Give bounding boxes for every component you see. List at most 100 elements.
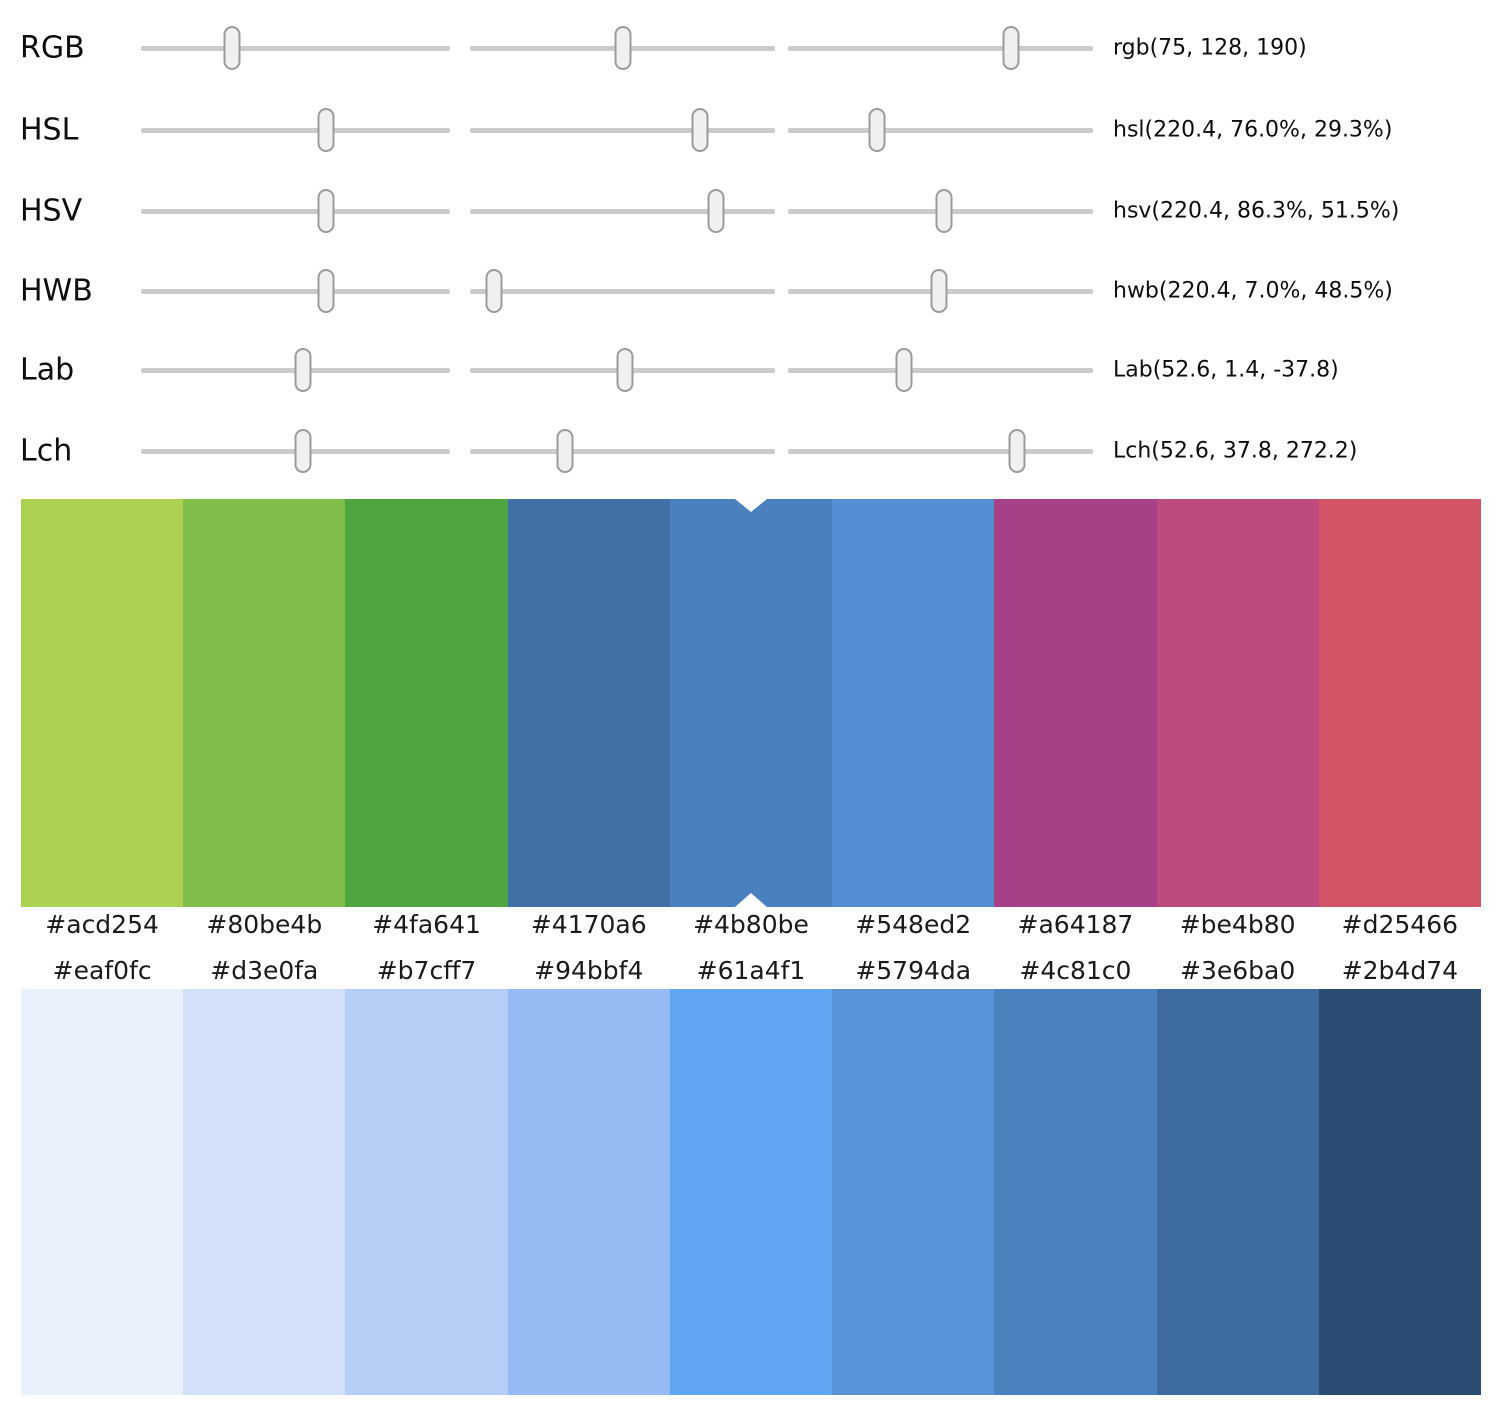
slider-knob[interactable] <box>616 348 634 392</box>
swatch-hex-label: #61a4f1 <box>696 956 806 985</box>
slider-track-line <box>788 127 1093 133</box>
palette-swatch[interactable] <box>507 989 670 1395</box>
palette-swatch[interactable] <box>1156 499 1319 907</box>
slider-track[interactable] <box>470 251 775 331</box>
palette-swatch-selected[interactable] <box>669 499 833 907</box>
slider-row-rgb: RGB rgb(75, 128, 190) <box>0 8 1501 88</box>
swatch-hex-label: #d3e0fa <box>210 956 319 985</box>
color-value-text: hwb(220.4, 7.0%, 48.5%) <box>1113 278 1393 304</box>
slider-track[interactable] <box>141 90 450 170</box>
slider-track[interactable] <box>788 251 1093 331</box>
swatch-hex-label: #80be4b <box>206 910 323 939</box>
palette-row-top <box>21 499 1481 907</box>
slider-track-line <box>788 448 1093 454</box>
palette-swatch[interactable] <box>21 989 184 1395</box>
slider-track-line <box>470 127 775 133</box>
slider-knob[interactable] <box>556 429 574 473</box>
swatch-hex-label: #2b4d74 <box>1341 956 1459 985</box>
palette-row-bottom <box>21 989 1481 1395</box>
slider-knob[interactable] <box>895 348 913 392</box>
slider-track[interactable] <box>470 8 775 88</box>
slider-track[interactable] <box>470 90 775 170</box>
slider-knob[interactable] <box>223 26 241 70</box>
palette-swatch[interactable] <box>1156 989 1319 1395</box>
palette-swatch[interactable] <box>832 989 995 1395</box>
palette-swatch[interactable] <box>832 499 995 907</box>
palette-swatch[interactable] <box>1318 499 1481 907</box>
palette-swatch[interactable] <box>183 499 346 907</box>
slider-row-hsl: HSL hsl(220.4, 76.0%, 29.3%) <box>0 90 1501 170</box>
slider-knob[interactable] <box>317 108 335 152</box>
slider-knob[interactable] <box>868 108 886 152</box>
slider-track[interactable] <box>788 90 1093 170</box>
slider-knob[interactable] <box>317 189 335 233</box>
slider-track-line <box>470 208 775 214</box>
swatch-hex-label: #a64187 <box>1017 910 1134 939</box>
slider-row-label: Lab <box>20 352 75 388</box>
slider-track-line <box>788 45 1093 51</box>
swatch-hex-label: #94bbf4 <box>534 956 644 985</box>
color-value-text: hsv(220.4, 86.3%, 51.5%) <box>1113 198 1400 224</box>
palette-swatch[interactable] <box>994 989 1157 1395</box>
slider-row-label: HWB <box>20 273 93 309</box>
swatch-hex-label: #b7cff7 <box>376 956 477 985</box>
slider-knob[interactable] <box>707 189 725 233</box>
slider-track-line <box>470 288 775 294</box>
slider-row-lab: Lab Lab(52.6, 1.4, -37.8) <box>0 330 1501 410</box>
swatch-hex-label: #4b80be <box>693 910 809 939</box>
slider-track[interactable] <box>788 411 1093 491</box>
slider-knob[interactable] <box>691 108 709 152</box>
slider-row-label: HSV <box>20 193 83 229</box>
slider-track[interactable] <box>141 8 450 88</box>
slider-track[interactable] <box>788 8 1093 88</box>
slider-track[interactable] <box>141 411 450 491</box>
palette-swatch[interactable] <box>994 499 1157 907</box>
slider-knob[interactable] <box>485 269 503 313</box>
swatch-hex-label: #548ed2 <box>855 910 972 939</box>
swatch-hex-label: #eaf0fc <box>52 956 152 985</box>
swatch-hex-label: #4170a6 <box>530 910 647 939</box>
slider-knob[interactable] <box>294 429 312 473</box>
slider-track[interactable] <box>470 411 775 491</box>
palette-swatch[interactable] <box>345 989 508 1395</box>
slider-track[interactable] <box>788 330 1093 410</box>
slider-track-line <box>141 127 450 133</box>
slider-row-label: RGB <box>20 30 85 66</box>
slider-knob[interactable] <box>930 269 948 313</box>
palette-swatch[interactable] <box>1318 989 1481 1395</box>
slider-track-line <box>788 367 1093 373</box>
palette-swatch[interactable] <box>669 989 833 1395</box>
slider-row-hsv: HSV hsv(220.4, 86.3%, 51.5%) <box>0 171 1501 251</box>
hex-labels-bottom-row: #eaf0fc #d3e0fa #b7cff7 #94bbf4 #61a4f1 … <box>21 954 1481 988</box>
slider-track[interactable] <box>788 171 1093 251</box>
slider-track[interactable] <box>470 330 775 410</box>
selection-notch-top-icon <box>734 499 767 512</box>
slider-knob[interactable] <box>614 26 631 70</box>
slider-track-line <box>141 45 450 51</box>
slider-knob[interactable] <box>1002 26 1020 70</box>
slider-row-label: Lch <box>20 433 73 469</box>
color-value-text: rgb(75, 128, 190) <box>1113 35 1307 61</box>
swatch-hex-label: #be4b80 <box>1179 910 1296 939</box>
palette-swatch[interactable] <box>507 499 670 907</box>
slider-row-hwb: HWB hwb(220.4, 7.0%, 48.5%) <box>0 251 1501 331</box>
swatch-hex-label: #d25466 <box>1341 910 1459 939</box>
slider-knob[interactable] <box>1008 429 1026 473</box>
slider-track[interactable] <box>141 171 450 251</box>
swatch-hex-label: #3e6ba0 <box>1180 956 1296 985</box>
palette-swatch[interactable] <box>21 499 184 907</box>
swatch-hex-label: #5794da <box>855 956 972 985</box>
slider-knob[interactable] <box>317 269 335 313</box>
slider-track[interactable] <box>470 171 775 251</box>
hex-labels-top-row: #acd254 #80be4b #4fa641 #4170a6 #4b80be … <box>21 908 1481 942</box>
slider-track[interactable] <box>141 330 450 410</box>
slider-knob[interactable] <box>294 348 312 392</box>
palette-swatch[interactable] <box>345 499 508 907</box>
slider-row-lch: Lch Lch(52.6, 37.8, 272.2) <box>0 411 1501 491</box>
slider-track[interactable] <box>141 251 450 331</box>
slider-knob[interactable] <box>935 189 953 233</box>
slider-track-line <box>141 288 450 294</box>
palette-swatch[interactable] <box>183 989 346 1395</box>
slider-track-line <box>470 448 775 454</box>
